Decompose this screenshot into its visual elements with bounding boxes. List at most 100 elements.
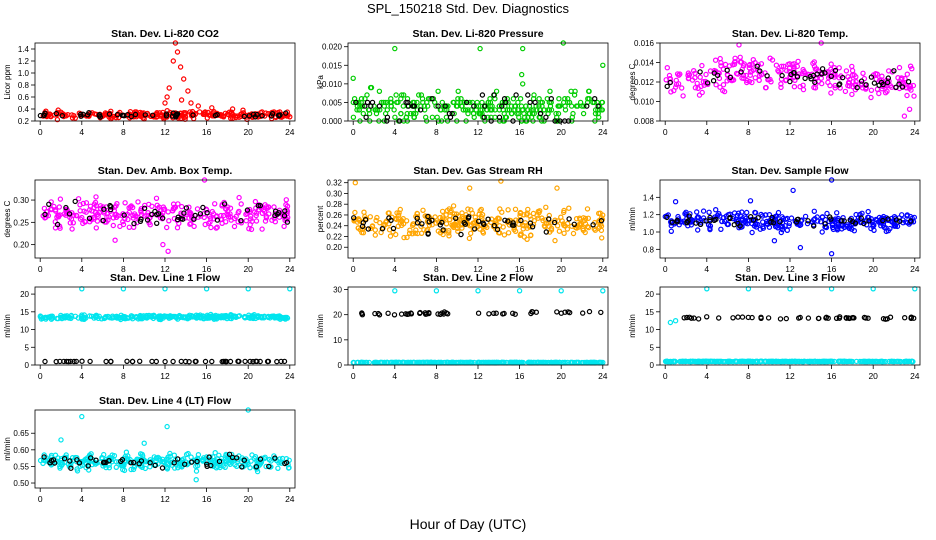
data-point <box>501 95 508 102</box>
y-tick-label: 30 <box>333 286 342 295</box>
x-tick-label: 0 <box>663 127 668 137</box>
data-point <box>885 227 892 234</box>
x-tick-label: 8 <box>121 371 126 381</box>
data-points <box>663 40 917 119</box>
data-point <box>49 315 56 321</box>
data-point <box>561 230 567 236</box>
x-tick-label: 24 <box>598 127 608 137</box>
main-title: SPL_150218 Std. Dev. Diagnostics <box>366 1 570 16</box>
data-point <box>446 233 452 239</box>
data-point <box>827 82 833 89</box>
data-point <box>528 114 535 121</box>
data-point <box>448 207 454 214</box>
data-point <box>512 103 518 109</box>
x-tick-label: 24 <box>598 264 608 274</box>
data-point <box>259 113 265 119</box>
data-point <box>409 230 415 237</box>
data-point <box>667 319 674 326</box>
data-point <box>458 231 464 238</box>
data-point <box>363 114 369 121</box>
data-point <box>174 224 181 231</box>
data-point <box>792 77 798 84</box>
data-point <box>129 313 136 320</box>
data-point <box>403 218 410 224</box>
x-tick-label: 16 <box>827 264 837 274</box>
data-point <box>351 215 357 221</box>
data-point <box>124 111 131 118</box>
data-point <box>828 73 835 80</box>
data-point <box>178 97 185 103</box>
data-point <box>463 99 470 106</box>
data-point <box>828 90 834 96</box>
data-point <box>265 358 272 365</box>
data-point <box>894 223 901 230</box>
x-tick-label: 24 <box>910 264 920 274</box>
data-point <box>554 309 560 315</box>
data-point <box>354 107 360 113</box>
data-point <box>518 210 524 216</box>
data-point <box>178 203 185 210</box>
data-point <box>527 220 534 226</box>
data-point <box>103 358 109 365</box>
x-tick-label: 0 <box>38 127 43 137</box>
y-axis-label: ml/min <box>3 314 12 338</box>
y-axis-label: ml/min <box>316 314 325 338</box>
data-point <box>535 208 542 215</box>
data-point <box>281 223 287 230</box>
data-point <box>225 208 231 214</box>
data-point <box>599 235 605 241</box>
data-point <box>555 110 562 117</box>
y-tick-label: 0.55 <box>13 462 29 471</box>
data-point <box>376 88 383 95</box>
data-point <box>437 219 443 226</box>
data-point <box>106 114 112 120</box>
data-point <box>887 82 894 89</box>
data-point <box>208 224 214 231</box>
data-point <box>53 110 60 117</box>
data-point <box>395 212 402 218</box>
data-point <box>283 110 289 116</box>
data-point <box>674 71 681 77</box>
data-point <box>570 110 576 117</box>
data-point <box>778 63 785 70</box>
data-point <box>901 113 908 119</box>
data-point <box>193 468 200 474</box>
y-tick-label: 0.014 <box>634 59 655 68</box>
data-point <box>122 200 128 206</box>
data-point <box>433 288 440 294</box>
data-point <box>223 313 229 320</box>
data-point <box>374 214 380 221</box>
data-point <box>794 74 801 80</box>
data-point <box>400 220 407 227</box>
data-point <box>488 107 495 113</box>
data-point <box>120 314 126 321</box>
y-tick-label: 20 <box>20 290 29 299</box>
data-point <box>65 358 72 365</box>
x-axis-caption: Hour of Day (UTC) <box>409 516 527 532</box>
data-point <box>268 313 274 320</box>
data-point <box>795 58 801 65</box>
data-point <box>180 76 187 82</box>
data-point <box>802 75 808 82</box>
chart-panel-3: Stan. Dev. Li-820 Temp. degrees C 0 4 8 12 16 2… <box>628 28 921 137</box>
data-point <box>896 64 903 71</box>
data-point <box>481 114 487 121</box>
data-point <box>282 208 288 214</box>
data-point <box>704 314 710 320</box>
data-point <box>500 224 506 230</box>
data-point <box>192 358 198 365</box>
data-point <box>454 103 461 109</box>
data-point <box>592 227 599 233</box>
data-point <box>879 73 885 79</box>
data-point <box>819 71 825 77</box>
x-tick-label: 20 <box>868 264 878 274</box>
data-point <box>154 211 160 218</box>
data-point <box>889 219 895 225</box>
data-point <box>405 103 412 109</box>
data-point <box>905 78 912 85</box>
data-point <box>562 95 568 102</box>
data-point <box>871 80 878 86</box>
data-point <box>229 106 236 112</box>
data-point <box>78 111 84 118</box>
data-point <box>566 216 572 222</box>
